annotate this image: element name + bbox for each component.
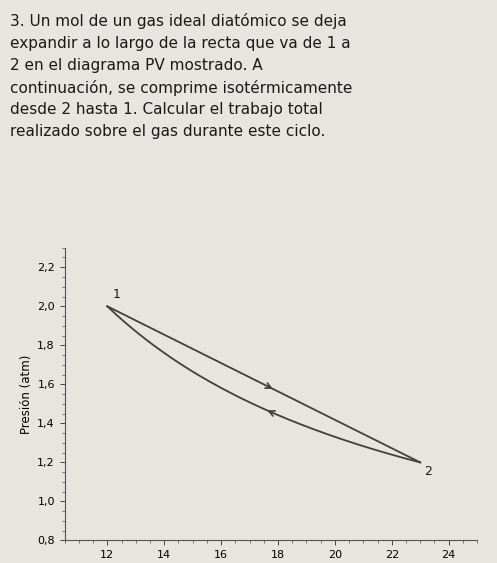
- Text: 2: 2: [424, 465, 432, 478]
- Text: 1: 1: [113, 288, 121, 301]
- Text: 3. Un mol de un gas ideal diatómico se deja
expandir a lo largo de la recta que : 3. Un mol de un gas ideal diatómico se d…: [10, 14, 352, 139]
- Y-axis label: Presión (atm): Presión (atm): [20, 355, 33, 434]
